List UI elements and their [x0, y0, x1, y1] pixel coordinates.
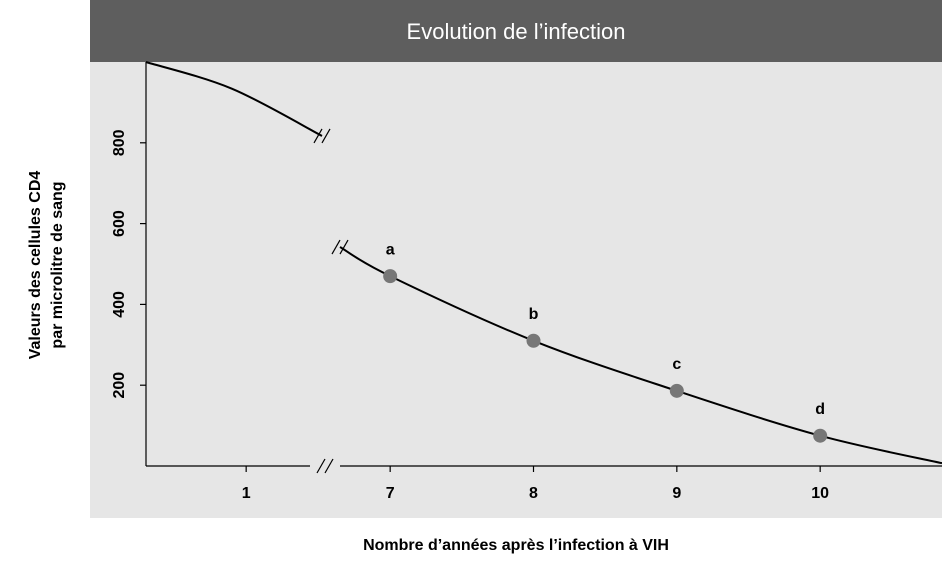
- x-tick-label: 7: [386, 485, 395, 502]
- point-label: d: [815, 401, 825, 418]
- plot-background: [90, 62, 942, 518]
- x-tick-label: 8: [529, 485, 538, 502]
- y-tick-label: 600: [111, 210, 128, 237]
- data-point: [383, 269, 398, 284]
- curve: [145, 61, 323, 137]
- header-bar: [90, 0, 942, 62]
- y-tick-label: 400: [111, 291, 128, 318]
- y-tick-label: 800: [111, 129, 128, 156]
- data-point: [669, 383, 684, 398]
- point-label: c: [672, 356, 681, 373]
- point-label: a: [386, 241, 395, 258]
- x-tick-label: 10: [811, 485, 829, 502]
- x-tick-label: 1: [242, 485, 251, 502]
- axis-break: [316, 458, 326, 474]
- x-axis-title: Nombre d’années après l’infection à VIH: [363, 537, 669, 554]
- axis-break: [321, 128, 331, 144]
- data-point: [526, 333, 541, 348]
- axis-break: [331, 239, 341, 255]
- axis-break: [324, 458, 334, 474]
- y-axis-title: par microlitre de sang: [49, 181, 66, 348]
- y-axis-title: Valeurs des cellules CD4: [27, 171, 44, 360]
- data-point: [813, 428, 828, 443]
- axis-break: [339, 239, 349, 255]
- point-label: b: [529, 306, 539, 323]
- y-tick-label: 200: [111, 372, 128, 399]
- chart-title: Evolution de l’infection: [407, 19, 626, 44]
- axis-break: [313, 128, 323, 144]
- x-tick-label: 9: [672, 485, 681, 502]
